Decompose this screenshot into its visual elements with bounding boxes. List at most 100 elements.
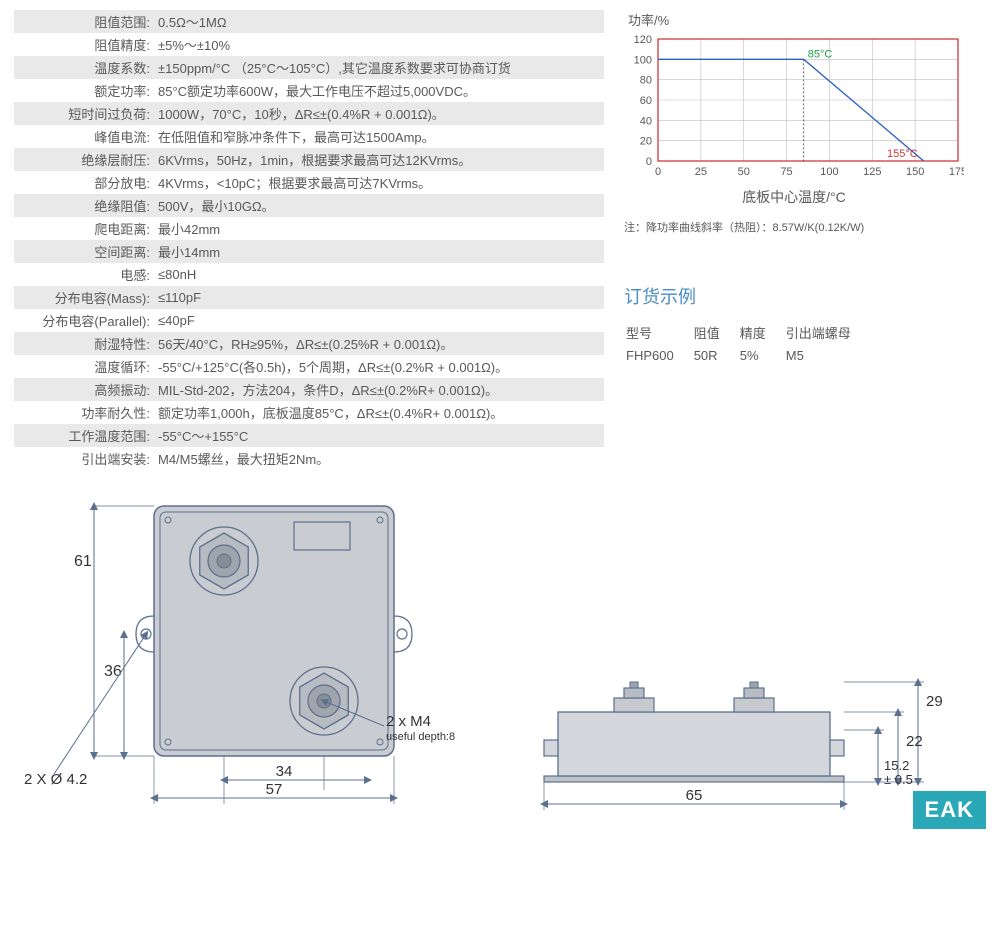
svg-text:85°C: 85°C <box>808 48 833 60</box>
svg-text:0: 0 <box>646 156 652 168</box>
spec-label: 绝缘层耐压: <box>14 150 154 169</box>
spec-row: 额定功率:85°C额定功率600W，最大工作电压不超过5,000VDC。 <box>14 79 604 102</box>
spec-label: 温度循环: <box>14 357 154 376</box>
svg-text:125: 125 <box>863 166 881 178</box>
spec-value: 最小14mm <box>154 242 604 261</box>
svg-text:50: 50 <box>738 166 750 178</box>
spec-value: ≤110pF <box>154 290 604 305</box>
spec-row: 空间距离:最小14mm <box>14 240 604 263</box>
spec-value: 6KVrms，50Hz，1min，根据要求最高可达12KVrms。 <box>154 150 604 169</box>
svg-text:29: 29 <box>926 693 943 710</box>
order-cell: M5 <box>786 346 869 365</box>
order-cell: 50R <box>694 346 738 365</box>
derating-chart: 020406080100120025507510012515017585°C15… <box>624 33 964 183</box>
spec-value: 在低阻值和窄脉冲条件下，最高可达1500Amp。 <box>154 127 604 146</box>
spec-row: 爬电距离:最小42mm <box>14 217 604 240</box>
spec-value: ≤40pF <box>154 313 604 328</box>
spec-value: 56天/40°C，RH≥95%，ΔR≤±(0.25%R + 0.001Ω)。 <box>154 334 604 353</box>
svg-text:25: 25 <box>695 166 707 178</box>
spec-value: M4/M5螺丝，最大扭矩2Nm。 <box>154 449 604 468</box>
svg-text:75: 75 <box>780 166 792 178</box>
chart-note: 注：降功率曲线斜率（热阻）：8.57W/K(0.12K/W) <box>624 219 986 235</box>
spec-value: 4KVrms，<10pC；根据要求最高可达7KVrms。 <box>154 173 604 192</box>
spec-value: 最小42mm <box>154 219 604 238</box>
spec-label: 部分放电: <box>14 173 154 192</box>
order-cell: 5% <box>740 346 784 365</box>
spec-row: 耐湿特性:56天/40°C，RH≥95%，ΔR≤±(0.25%R + 0.001… <box>14 332 604 355</box>
spec-value: 额定功率1,000h，底板温度85°C，ΔR≤±(0.4%R+ 0.001Ω)。 <box>154 403 604 422</box>
spec-row: 分布电容(Parallel):≤40pF <box>14 309 604 332</box>
spec-value: -55°C～+155°C <box>154 426 604 445</box>
spec-label: 分布电容(Mass): <box>14 288 154 307</box>
spec-label: 工作温度范围: <box>14 426 154 445</box>
spec-row: 分布电容(Mass):≤110pF <box>14 286 604 309</box>
svg-text:120: 120 <box>634 34 652 46</box>
svg-text:61: 61 <box>74 553 92 570</box>
spec-label: 爬电距离: <box>14 219 154 238</box>
svg-text:0: 0 <box>655 166 661 178</box>
order-header: 阻值 <box>694 321 738 344</box>
spec-label: 分布电容(Parallel): <box>14 311 154 330</box>
spec-row: 功率耐久性:额定功率1,000h，底板温度85°C，ΔR≤±(0.4%R+ 0.… <box>14 401 604 424</box>
spec-value: 0.5Ω～1MΩ <box>154 12 604 31</box>
spec-row: 温度循环:-55°C/+125°C(各0.5h)，5个周期，ΔR≤±(0.2%R… <box>14 355 604 378</box>
spec-label: 阻值精度: <box>14 35 154 54</box>
order-header: 精度 <box>740 321 784 344</box>
order-table: 型号阻值精度引出端螺母 FHP60050R5%M5 <box>624 319 871 367</box>
svg-text:100: 100 <box>820 166 838 178</box>
spec-value: ±150ppm/°C （25°C～105°C）,其它温度系数要求可协商订货 <box>154 58 604 77</box>
brand-logo: EAK <box>913 791 986 829</box>
spec-label: 功率耐久性: <box>14 403 154 422</box>
svg-text:36: 36 <box>104 663 122 680</box>
spec-value: -55°C/+125°C(各0.5h)，5个周期，ΔR≤±(0.2%R + 0.… <box>154 357 604 376</box>
svg-text:57: 57 <box>266 781 283 798</box>
spec-value: 500V，最小10GΩ。 <box>154 196 604 215</box>
svg-text:34: 34 <box>276 763 293 780</box>
spec-label: 耐湿特性: <box>14 334 154 353</box>
order-title: 订货示例 <box>624 283 986 309</box>
spec-label: 空间距离: <box>14 242 154 261</box>
spec-value: 85°C额定功率600W，最大工作电压不超过5,000VDC。 <box>154 81 604 100</box>
svg-text:2 X Ø 4.2: 2 X Ø 4.2 <box>24 771 87 788</box>
spec-label: 短时间过负荷: <box>14 104 154 123</box>
order-header: 型号 <box>626 321 692 344</box>
spec-label: 峰值电流: <box>14 127 154 146</box>
spec-row: 工作温度范围:-55°C～+155°C <box>14 424 604 447</box>
spec-table: 阻值范围:0.5Ω～1MΩ阻值精度:±5%～±10%温度系数:±150ppm/°… <box>14 10 604 470</box>
drawing-side-view: 29 22 15.2± 0.5 65 <box>524 626 964 829</box>
svg-text:175: 175 <box>949 166 964 178</box>
spec-value: ±5%～±10% <box>154 35 604 54</box>
spec-value: 1000W，70°C，10秒，ΔR≤±(0.4%R + 0.001Ω)。 <box>154 104 604 123</box>
svg-text:80: 80 <box>640 75 652 87</box>
order-header: 引出端螺母 <box>786 321 869 344</box>
spec-row: 阻值范围:0.5Ω～1MΩ <box>14 10 604 33</box>
spec-row: 部分放电:4KVrms，<10pC；根据要求最高可达7KVrms。 <box>14 171 604 194</box>
chart-x-title: 底板中心温度/°C <box>624 187 964 207</box>
spec-row: 短时间过负荷:1000W，70°C，10秒，ΔR≤±(0.4%R + 0.001… <box>14 102 604 125</box>
spec-label: 高频振动: <box>14 380 154 399</box>
spec-row: 引出端安装:M4/M5螺丝，最大扭矩2Nm。 <box>14 447 604 470</box>
spec-row: 电感:≤80nH <box>14 263 604 286</box>
spec-label: 电感: <box>14 265 154 284</box>
svg-text:20: 20 <box>640 136 652 148</box>
spec-label: 额定功率: <box>14 81 154 100</box>
svg-text:60: 60 <box>640 95 652 107</box>
svg-text:22: 22 <box>906 733 923 750</box>
svg-text:useful depth:8: useful depth:8 <box>386 731 455 743</box>
spec-label: 引出端安装: <box>14 449 154 468</box>
drawing-top-view: 61 36 2 X Ø 4.2 3457 2 x M4useful depth:8 <box>14 486 484 829</box>
svg-text:15.2: 15.2 <box>884 758 909 773</box>
svg-text:65: 65 <box>686 787 703 804</box>
svg-text:155°C: 155°C <box>887 148 918 160</box>
spec-row: 温度系数:±150ppm/°C （25°C～105°C）,其它温度系数要求可协商… <box>14 56 604 79</box>
svg-text:± 0.5: ± 0.5 <box>884 772 913 787</box>
svg-text:100: 100 <box>634 54 652 66</box>
spec-value: MIL-Std-202，方法204，条件D，ΔR≤±(0.2%R+ 0.001Ω… <box>154 380 604 399</box>
svg-text:2 x M4: 2 x M4 <box>386 713 431 730</box>
spec-row: 阻值精度:±5%～±10% <box>14 33 604 56</box>
spec-row: 高频振动:MIL-Std-202，方法204，条件D，ΔR≤±(0.2%R+ 0… <box>14 378 604 401</box>
chart-y-title: 功率/% <box>628 10 986 29</box>
svg-text:40: 40 <box>640 115 652 127</box>
spec-value: ≤80nH <box>154 267 604 282</box>
spec-row: 绝缘阻值:500V，最小10GΩ。 <box>14 194 604 217</box>
